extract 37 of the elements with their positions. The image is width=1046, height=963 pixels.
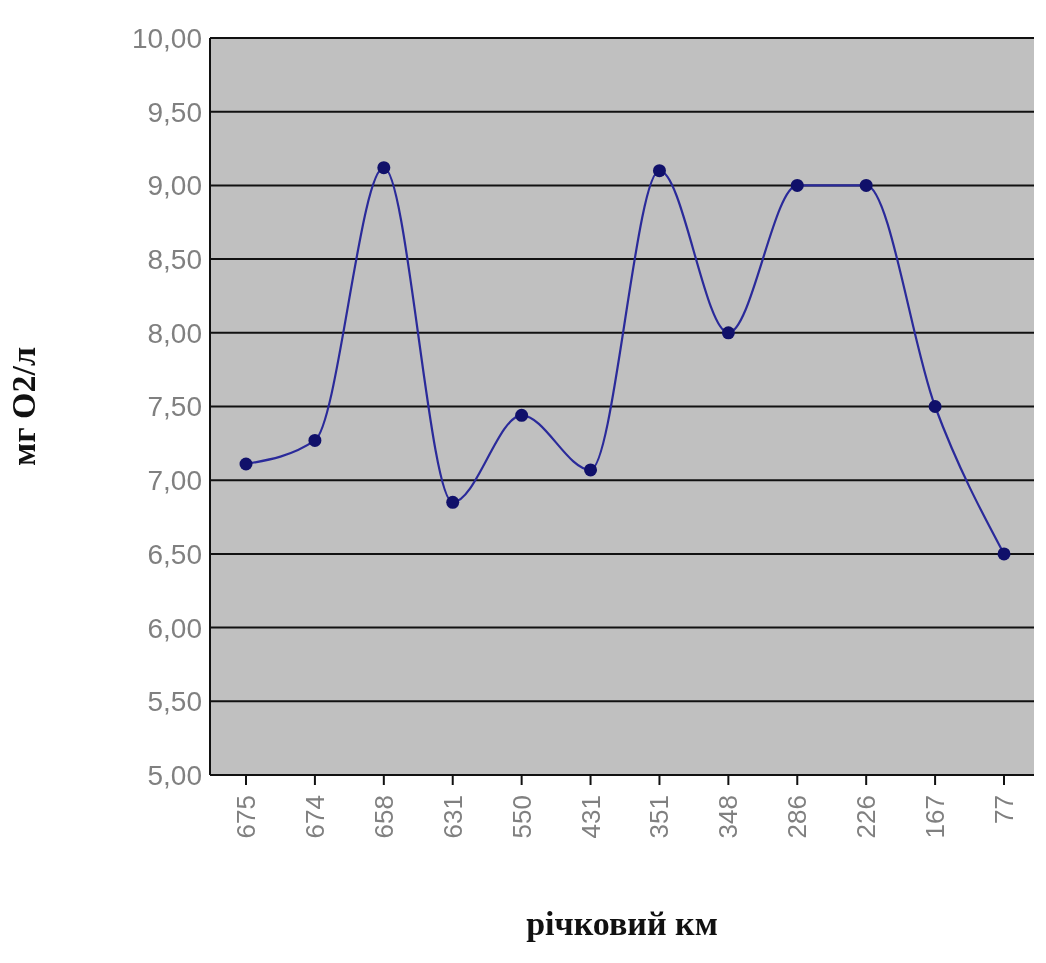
point [584,463,598,477]
y-tick-label: 9,50 [147,96,202,128]
x-tick-label: 348 [713,795,744,839]
x-tick-label: 351 [644,795,675,839]
point [446,495,460,509]
y-tick-label: 10,00 [131,22,202,54]
x-axis-title: річковий км [526,905,718,942]
point [308,433,322,447]
x-tick-label: 550 [506,795,537,839]
y-axis-title: мг O2/л [5,346,43,467]
x-tick-label: 77 [989,795,1019,824]
x-tick-label: 167 [920,795,951,839]
x-tick-label: 658 [368,795,399,839]
point [859,178,873,192]
point [652,164,666,178]
point [721,326,735,340]
y-tick-label: 8,50 [147,244,202,276]
y-tick-label: 5,00 [147,759,202,791]
x-tick-label: 431 [575,795,606,839]
x-tick-label: 631 [437,795,468,839]
x-tick-label: 674 [299,795,330,839]
y-tick-label: 7,50 [147,391,202,423]
point [997,547,1011,561]
point [239,457,253,471]
y-tick-label: 6,50 [147,538,202,570]
x-tick-label: 675 [231,795,261,839]
y-tick-label: 7,00 [147,465,202,497]
y-tick-label: 6,00 [147,612,202,644]
point [928,400,942,413]
point [515,408,529,422]
x-tick-label: 226 [851,795,882,839]
point [790,178,804,192]
point [377,161,391,175]
y-tick-label: 8,00 [147,317,202,349]
y-tick-label: 5,50 [147,686,202,718]
y-tick-label: 9,00 [147,170,202,202]
x-tick-label: 286 [782,795,813,839]
